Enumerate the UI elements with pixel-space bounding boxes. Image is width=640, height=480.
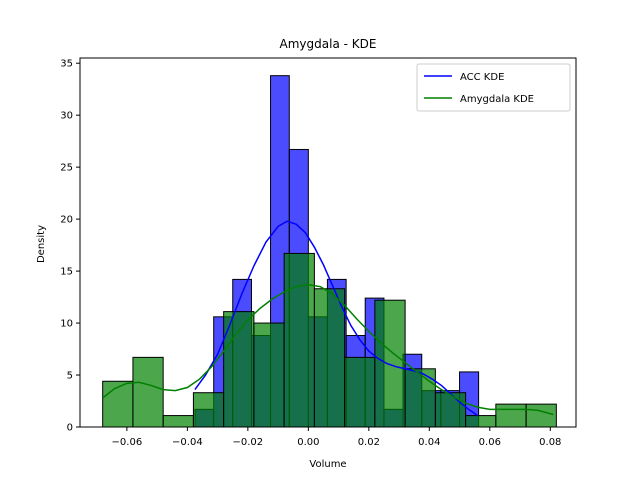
x-tick-label: −0.04 <box>172 437 203 448</box>
amygdala-bar <box>495 403 527 428</box>
y-tick-label: 25 <box>60 163 73 174</box>
x-tick-label: −0.06 <box>112 437 143 448</box>
x-tick-label: −0.02 <box>233 437 264 448</box>
y-axis-label: Density <box>36 225 47 263</box>
amygdala-bar <box>525 403 557 428</box>
amygdala-bar <box>132 356 164 428</box>
amygdala-bar <box>313 288 346 428</box>
x-tick-label: 0.08 <box>539 437 561 448</box>
amygdala-bar <box>253 322 285 428</box>
amygdala-bar <box>465 415 497 428</box>
legend-label-acc-kde: ACC KDE <box>460 72 504 83</box>
legend-box <box>416 63 571 112</box>
legend: ACC KDE Amygdala KDE <box>416 63 571 112</box>
x-axis-label: Volume <box>309 459 346 470</box>
amygdala-bar <box>192 392 225 428</box>
y-tick-label: 20 <box>60 215 73 226</box>
x-tick-label: 0.00 <box>297 437 319 448</box>
chart-title: Amygdala - KDE <box>280 37 377 51</box>
acc-kde-curve <box>194 220 479 417</box>
amygdala-bar <box>434 392 467 428</box>
amygdala-bar <box>283 252 315 428</box>
amygdala-kde-curve <box>102 283 554 416</box>
x-tick-label: 0.02 <box>358 437 380 448</box>
x-tick-label: 0.04 <box>418 437 440 448</box>
y-tick-label: 35 <box>60 59 73 70</box>
axes-frame <box>79 57 577 428</box>
y-tick-label: 30 <box>60 111 73 122</box>
y-tick-label: 10 <box>60 319 73 330</box>
amygdala-bar <box>344 356 376 428</box>
x-tick-label: 0.06 <box>479 437 501 448</box>
legend-label-amygdala-kde: Amygdala KDE <box>460 94 534 105</box>
y-tick-label: 5 <box>67 371 73 382</box>
plot-area: −0.06 −0.04 −0.02 0.00 0.02 0.04 0.06 0.08 0 5 10 1… <box>60 57 577 448</box>
y-tick-label: 15 <box>60 267 73 278</box>
amygdala-bar <box>162 415 194 428</box>
amygdala-bar <box>374 299 406 428</box>
y-tick-label: 0 <box>67 423 73 434</box>
amygdala-bar <box>102 380 134 428</box>
